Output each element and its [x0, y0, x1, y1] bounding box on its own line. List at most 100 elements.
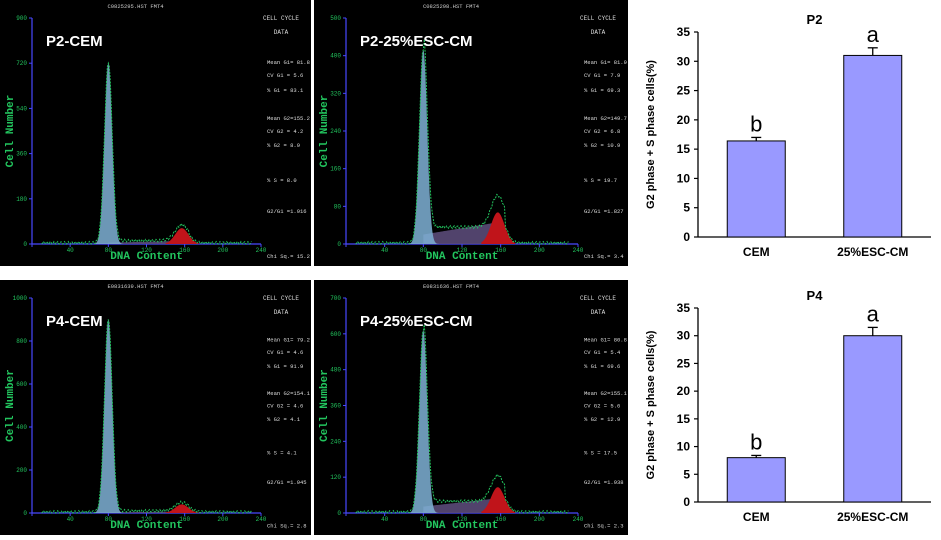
- g1-peak-area: [84, 63, 133, 245]
- stats-line: CV G1 = 4.6: [267, 349, 303, 356]
- x-tick-label: 200: [217, 516, 228, 523]
- stats-line: Mean G1= 80.8: [584, 336, 627, 343]
- y-axis-label: G2 phase + S phase cells(%): [645, 60, 657, 209]
- stats-line: G2/G1 =1.916: [267, 208, 307, 215]
- x-category-label: CEM: [743, 245, 770, 259]
- y-tick-label: 15: [677, 142, 691, 156]
- histogram-background: [0, 0, 311, 266]
- stats-line: % G2 = 4.1: [267, 416, 301, 423]
- histogram-fit-line: [355, 324, 569, 514]
- y-tick-label: 25: [677, 356, 691, 370]
- stats-line: Mean G2=155.2: [267, 115, 310, 122]
- stats-line: CV G1 = 7.9: [584, 72, 620, 79]
- histogram-background: [0, 280, 311, 535]
- stats-title: CELL CYCLE: [263, 15, 299, 22]
- y-tick-label: 35: [677, 25, 691, 39]
- stats-line: % S = 17.5: [584, 449, 617, 456]
- histogram-sample-label: P4-CEM: [46, 313, 103, 330]
- x-tick-label: 120: [457, 247, 468, 254]
- chart-title: P4: [807, 288, 824, 303]
- stats-line: CV G2 = 4.2: [267, 128, 303, 135]
- stats-title: CELL CYCLE: [263, 295, 299, 302]
- y-tick-label: 700: [330, 295, 341, 302]
- y-tick-label: 540: [16, 105, 27, 112]
- stats-subtitle: DATA: [274, 309, 289, 316]
- y-tick-label: 900: [16, 15, 27, 22]
- g2-peak-area: [481, 212, 516, 244]
- x-axis-label: DNA Content: [110, 251, 183, 263]
- histogram-header: C0825295.HST FMT4: [107, 3, 164, 10]
- significance-letter: a: [867, 301, 880, 326]
- bar: [726, 457, 786, 503]
- x-axis-label: DNA Content: [426, 520, 499, 532]
- histogram-p2-cem: C0825295.HST FMT4 900 720 540 360 180 0 40 80 120…: [0, 0, 311, 266]
- histogram-fit-line: [355, 39, 569, 245]
- histogram-header: E0831636.HST FMT4: [423, 283, 480, 290]
- stats-line: G2/G1 =1.827: [584, 208, 624, 215]
- y-tick-label: 500: [330, 15, 341, 22]
- y-tick-label: 320: [330, 90, 341, 97]
- y-tick-label: 400: [16, 424, 27, 431]
- histogram-fit-line: [41, 319, 252, 514]
- g2-peak-area: [481, 487, 516, 513]
- bar: [843, 54, 903, 238]
- x-tick-label: 40: [381, 516, 389, 523]
- y-tick-label: 240: [330, 128, 341, 135]
- stats-line: % G2 = 10.9: [584, 142, 620, 149]
- g1-peak-area: [84, 319, 133, 513]
- x-tick-label: 120: [141, 247, 152, 254]
- stats-line: Chi Sq.= 2.3: [584, 522, 624, 529]
- y-axis-label: G2 phase + S phase cells(%): [645, 330, 657, 479]
- x-tick-label: 80: [105, 516, 113, 523]
- stats-line: % G1 = 91.9: [267, 363, 303, 370]
- stats-title: CELL CYCLE: [580, 15, 616, 22]
- x-category-label: 25%ESC-CM: [837, 510, 908, 524]
- x-tick-label: 120: [141, 516, 152, 523]
- y-tick-label: 0: [23, 241, 27, 248]
- y-axis-label: Cell Number: [5, 95, 17, 168]
- histogram-svg: C0825295.HST FMT4 900 720 540 360 180 0 40 80 120…: [0, 0, 311, 266]
- x-tick-label: 240: [256, 516, 267, 523]
- y-tick-label: 15: [677, 412, 691, 426]
- stats-line: CV G2 = 5.6: [584, 403, 620, 410]
- y-tick-label: 25: [677, 84, 691, 98]
- s-phase-area: [423, 497, 501, 513]
- stats-line: % S = 4.1: [267, 449, 297, 456]
- x-tick-label: 80: [105, 247, 113, 254]
- histogram-background: [314, 0, 628, 266]
- stats-subtitle: DATA: [591, 29, 606, 36]
- stats-line: CV G2 = 4.6: [267, 403, 303, 410]
- y-tick-label: 400: [330, 53, 341, 60]
- y-tick-label: 200: [16, 467, 27, 474]
- stats-line: CV G1 = 5.6: [267, 72, 303, 79]
- stats-line: % G2 = 8.9: [267, 142, 300, 149]
- y-tick-label: 0: [683, 495, 690, 509]
- x-tick-label: 160: [179, 516, 190, 523]
- stats-line: CV G2 = 6.8: [584, 128, 620, 135]
- bar-chart-svg: P2 0 5 10 15 20 25 30 35 G2 phase + S phase cells…: [645, 12, 931, 259]
- y-axis-label: Cell Number: [5, 369, 17, 442]
- y-tick-label: 720: [16, 60, 27, 67]
- y-axis-label: Cell Number: [319, 369, 331, 442]
- y-tick-label: 240: [330, 438, 341, 445]
- bar-chart-p2: P2 0 5 10 15 20 25 30 35 G2 phase + S phase cells…: [630, 0, 941, 270]
- y-tick-label: 35: [677, 301, 691, 315]
- stats-subtitle: DATA: [591, 309, 606, 316]
- stats-line: Mean G2=149.7: [584, 115, 627, 122]
- stats-line: Mean G2=155.1: [584, 390, 628, 397]
- s-phase-area: [423, 221, 501, 244]
- x-tick-label: 240: [573, 247, 584, 254]
- stats-line: % G1 = 69.3: [584, 87, 620, 94]
- y-tick-label: 360: [16, 151, 27, 158]
- y-tick-label: 20: [677, 113, 691, 127]
- histogram-svg: C0825298.HST FMT4 500 400 320 240 160 80 0 40 80 1…: [314, 0, 628, 266]
- y-tick-label: 800: [16, 338, 27, 345]
- x-tick-label: 200: [534, 247, 545, 254]
- x-tick-label: 120: [457, 516, 468, 523]
- stats-line: G2/G1 =1.945: [267, 479, 307, 486]
- x-tick-label: 160: [179, 247, 190, 254]
- y-tick-label: 0: [337, 241, 341, 248]
- stats-line: Mean G2=154.1: [267, 390, 311, 397]
- x-tick-label: 80: [420, 247, 428, 254]
- y-tick-label: 1000: [13, 295, 28, 302]
